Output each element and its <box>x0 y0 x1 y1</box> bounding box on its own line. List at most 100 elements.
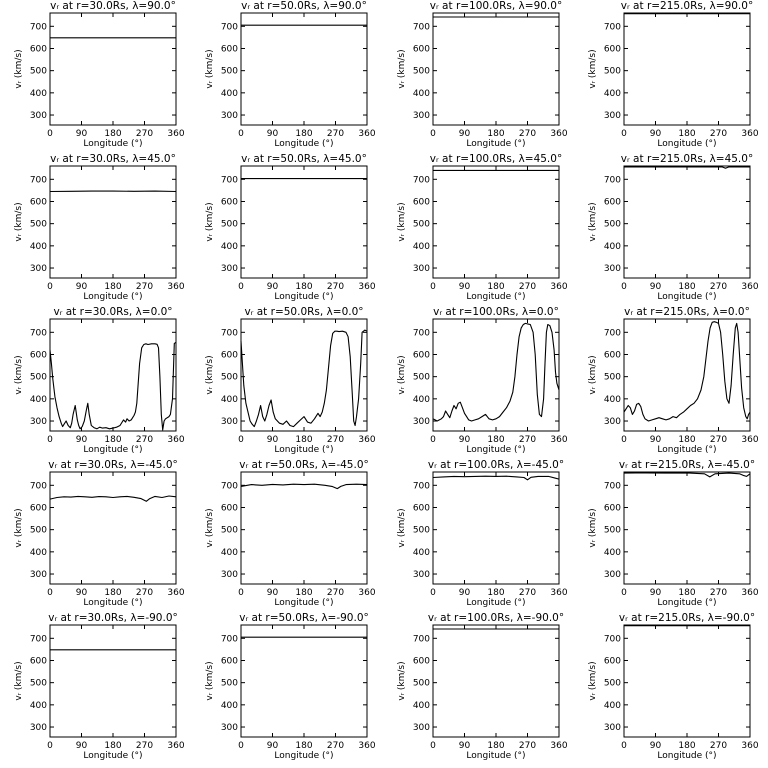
plot-frame <box>240 471 368 585</box>
y-tick-label: 500 <box>221 679 238 689</box>
y-tick-label: 400 <box>221 701 238 711</box>
x-tick-label: 0 <box>430 282 436 292</box>
y-tick-label: 500 <box>413 373 430 383</box>
y-tick-label: 300 <box>30 570 47 580</box>
y-tick-label: 700 <box>221 22 238 32</box>
y-axis-label: vᵣ (km/s) <box>205 49 215 88</box>
x-tick-label: 90 <box>650 129 662 139</box>
series-line <box>432 475 560 481</box>
y-tick-label: 400 <box>30 548 47 558</box>
plot-frame <box>49 318 177 432</box>
x-axis-label: Longitude (°) <box>466 292 525 302</box>
chart-panel: vᵣ at r=30.0Rs, λ=-45.0° 0 90 180 270 360 300 4… <box>14 459 185 608</box>
y-tick-label: 400 <box>221 395 238 405</box>
chart-title: vᵣ at r=215.0Rs, λ=90.0° <box>621 0 753 12</box>
y-tick-label: 600 <box>30 350 47 360</box>
x-tick-label: 0 <box>47 129 53 139</box>
x-tick-label: 360 <box>167 282 184 292</box>
x-tick-label: 180 <box>295 129 312 139</box>
x-tick-label: 0 <box>238 435 244 445</box>
y-axis-label: vᵣ (km/s) <box>397 661 407 700</box>
x-tick-label: 0 <box>238 282 244 292</box>
x-tick-label: 0 <box>238 129 244 139</box>
y-tick-label: 500 <box>221 373 238 383</box>
y-tick-label: 500 <box>604 526 621 536</box>
y-tick-label: 700 <box>604 175 621 185</box>
y-tick-label: 600 <box>604 656 621 666</box>
x-tick-label: 90 <box>650 282 662 292</box>
y-axis-label: vᵣ (km/s) <box>14 355 24 394</box>
x-axis-label: Longitude (°) <box>274 292 333 302</box>
chart-panel: vᵣ at r=215.0Rs, λ=0.0° 0 90 180 270 360 300 40… <box>588 306 759 455</box>
x-axis-label: Longitude (°) <box>657 139 716 149</box>
y-tick-label: 400 <box>30 395 47 405</box>
chart-title: vᵣ at r=30.0Rs, λ=90.0° <box>50 0 176 12</box>
x-tick-label: 0 <box>430 129 436 139</box>
chart-title: vᵣ at r=215.0Rs, λ=0.0° <box>624 306 750 318</box>
y-tick-label: 400 <box>221 242 238 252</box>
y-tick-label: 300 <box>604 723 621 733</box>
chart-panel: vᵣ at r=215.0Rs, λ=-45.0° 0 90 180 270 360 300… <box>588 459 759 608</box>
y-tick-label: 400 <box>413 701 430 711</box>
x-tick-label: 360 <box>167 435 184 445</box>
y-tick-label: 400 <box>221 548 238 558</box>
x-axis-label: Longitude (°) <box>83 139 142 149</box>
y-tick-label: 500 <box>30 679 47 689</box>
x-tick-label: 180 <box>104 129 121 139</box>
plot-frame <box>432 624 560 738</box>
y-tick-label: 600 <box>604 350 621 360</box>
plot-frame <box>240 624 368 738</box>
x-tick-label: 180 <box>295 741 312 751</box>
x-tick-label: 360 <box>167 588 184 598</box>
chart-title: vᵣ at r=50.0Rs, λ=-90.0° <box>239 612 369 624</box>
y-tick-label: 400 <box>604 548 621 558</box>
y-tick-label: 700 <box>221 175 238 185</box>
y-tick-label: 300 <box>604 264 621 274</box>
y-tick-label: 400 <box>30 89 47 99</box>
x-tick-label: 360 <box>741 741 758 751</box>
y-tick-label: 700 <box>604 481 621 491</box>
y-tick-label: 600 <box>30 503 47 513</box>
plot-frame <box>49 471 177 585</box>
chart-title: vᵣ at r=30.0Rs, λ=0.0° <box>53 306 172 318</box>
y-tick-label: 700 <box>30 634 47 644</box>
x-tick-label: 90 <box>267 741 279 751</box>
x-tick-label: 180 <box>487 435 504 445</box>
plot-frame <box>49 165 177 279</box>
plot-frame <box>240 12 368 126</box>
x-axis-label: Longitude (°) <box>657 598 716 608</box>
plot-frame <box>432 12 560 126</box>
x-tick-label: 0 <box>621 588 627 598</box>
chart-title: vᵣ at r=215.0Rs, λ=-90.0° <box>619 612 755 624</box>
y-tick-label: 300 <box>221 111 238 121</box>
chart-title: vᵣ at r=100.0Rs, λ=90.0° <box>430 0 562 12</box>
x-tick-label: 90 <box>76 282 88 292</box>
chart-title: vᵣ at r=30.0Rs, λ=-90.0° <box>48 612 178 624</box>
y-tick-label: 500 <box>413 526 430 536</box>
x-tick-label: 270 <box>136 435 153 445</box>
y-tick-label: 400 <box>221 89 238 99</box>
x-tick-label: 90 <box>650 435 662 445</box>
y-tick-label: 700 <box>413 328 430 338</box>
chart-panel: vᵣ at r=100.0Rs, λ=-45.0° 0 90 180 270 360 300… <box>397 459 568 608</box>
x-tick-label: 90 <box>650 741 662 751</box>
x-tick-label: 270 <box>136 588 153 598</box>
x-axis-label: Longitude (°) <box>274 139 333 149</box>
y-tick-label: 500 <box>30 373 47 383</box>
x-tick-label: 0 <box>621 741 627 751</box>
x-tick-label: 90 <box>267 435 279 445</box>
chart-panel: vᵣ at r=100.0Rs, λ=-90.0° 0 90 180 270 360 300… <box>397 612 568 761</box>
x-tick-label: 180 <box>295 435 312 445</box>
series-line <box>240 329 368 428</box>
plot-frame <box>432 165 560 279</box>
plot-frame <box>49 12 177 126</box>
y-tick-label: 700 <box>413 22 430 32</box>
x-tick-label: 0 <box>621 129 627 139</box>
x-tick-label: 270 <box>710 588 727 598</box>
x-tick-label: 90 <box>650 588 662 598</box>
chart-title: vᵣ at r=100.0Rs, λ=45.0° <box>430 153 562 165</box>
chart-panel: vᵣ at r=50.0Rs, λ=-45.0° 0 90 180 270 360 300 4… <box>205 459 376 608</box>
x-tick-label: 360 <box>358 741 375 751</box>
y-tick-label: 600 <box>413 350 430 360</box>
series-line <box>49 341 177 431</box>
